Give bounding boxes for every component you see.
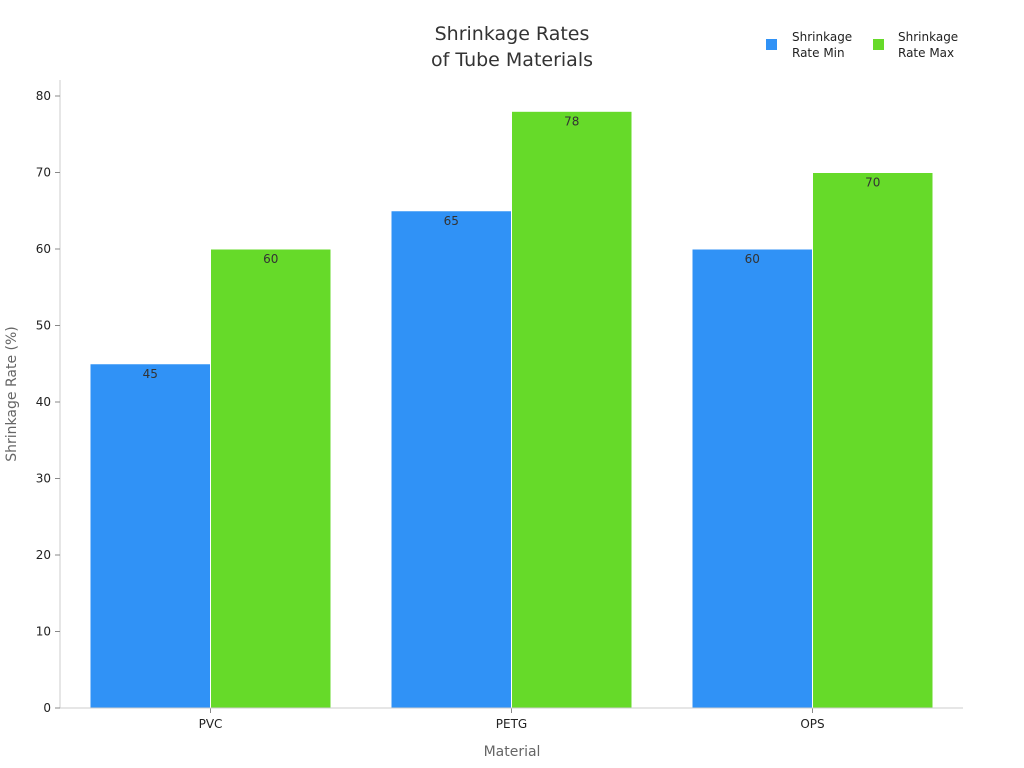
- legend-label-min-line-2: Rate Min: [792, 46, 845, 60]
- legend: Shrinkage Rate Min Shrinkage Rate Max: [766, 30, 958, 60]
- y-axis-label: Shrinkage Rate (%): [4, 326, 20, 461]
- legend-item-max[interactable]: Shrinkage Rate Max: [873, 30, 958, 60]
- bar-ops-series-1[interactable]: [812, 172, 934, 709]
- bars: 45 60 65 78 60 70: [89, 110, 934, 709]
- x-tick-label-pvc: PVC: [199, 717, 223, 731]
- bar-petg-series-1[interactable]: [511, 110, 633, 709]
- legend-swatch-max: [873, 39, 884, 50]
- y-tick-label-10: 10: [36, 625, 51, 639]
- y-tick-label-60: 60: [36, 242, 51, 256]
- data-label-ops-series-1: 70: [865, 176, 880, 190]
- bar-petg-series-0[interactable]: [390, 210, 512, 709]
- x-axis-label: Material: [484, 744, 541, 760]
- data-label-petg-series-0: 65: [444, 214, 459, 228]
- legend-item-min[interactable]: Shrinkage Rate Min: [766, 30, 852, 60]
- y-tick-label-0: 0: [43, 701, 51, 715]
- data-label-petg-series-1: 78: [564, 114, 579, 128]
- data-label-pvc-series-0: 45: [143, 367, 158, 381]
- y-tick-label-70: 70: [36, 166, 51, 180]
- x-tick-label-ops: OPS: [800, 717, 824, 731]
- y-tick-label-20: 20: [36, 548, 51, 562]
- data-label-pvc-series-1: 60: [263, 252, 278, 266]
- x-tick-label-petg: PETG: [496, 717, 527, 731]
- legend-label-max-line-2: Rate Max: [898, 46, 954, 60]
- legend-label-min-line-1: Shrinkage: [792, 30, 852, 44]
- chart-title-line-1: Shrinkage Rates: [435, 23, 590, 45]
- legend-label-max-line-1: Shrinkage: [898, 30, 958, 44]
- data-label-ops-series-0: 60: [745, 252, 760, 266]
- y-tick-label-50: 50: [36, 319, 51, 333]
- legend-swatch-min: [766, 39, 777, 50]
- bar-pvc-series-1[interactable]: [210, 248, 332, 709]
- bar-ops-series-0[interactable]: [691, 248, 813, 709]
- axes: PVC PETG OPS 0 10 20 30 40 50 60 70 80: [36, 80, 963, 731]
- chart-title-line-2: of Tube Materials: [431, 49, 593, 71]
- y-tick-label-40: 40: [36, 395, 51, 409]
- y-tick-label-80: 80: [36, 89, 51, 103]
- bar-pvc-series-0[interactable]: [89, 363, 211, 709]
- y-tick-label-30: 30: [36, 472, 51, 486]
